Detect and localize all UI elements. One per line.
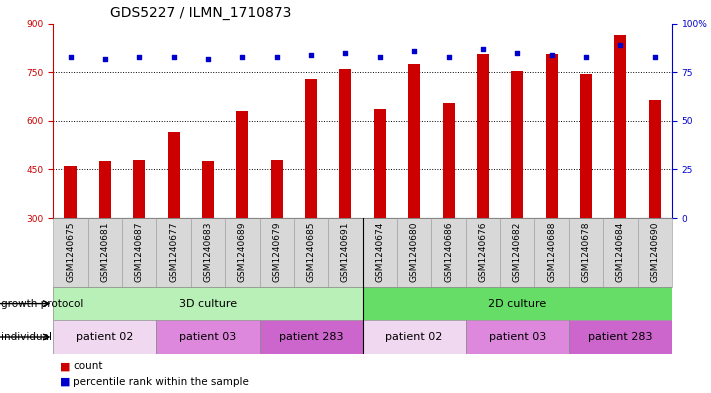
Text: patient 283: patient 283 bbox=[279, 332, 343, 342]
Text: GSM1240686: GSM1240686 bbox=[444, 222, 453, 282]
Text: GSM1240677: GSM1240677 bbox=[169, 222, 178, 282]
Bar bbox=[442, 103, 454, 218]
Bar bbox=[638, 218, 672, 287]
Bar bbox=[339, 69, 351, 218]
Bar bbox=[614, 35, 626, 218]
Text: 3D culture: 3D culture bbox=[179, 299, 237, 309]
Text: ■: ■ bbox=[60, 361, 71, 371]
Bar bbox=[328, 218, 363, 287]
Bar bbox=[156, 320, 260, 354]
Bar bbox=[168, 132, 180, 218]
Text: growth protocol: growth protocol bbox=[1, 299, 83, 309]
Point bbox=[305, 51, 316, 58]
Bar bbox=[432, 218, 466, 287]
Text: GSM1240691: GSM1240691 bbox=[341, 222, 350, 282]
Bar bbox=[535, 218, 569, 287]
Bar bbox=[260, 218, 294, 287]
Text: ■: ■ bbox=[60, 377, 71, 387]
Bar bbox=[363, 287, 672, 320]
Text: GSM1240687: GSM1240687 bbox=[135, 222, 144, 282]
Text: GSM1240678: GSM1240678 bbox=[582, 222, 590, 282]
Bar bbox=[603, 218, 638, 287]
Point bbox=[65, 53, 76, 60]
Bar bbox=[294, 218, 328, 287]
Bar bbox=[648, 100, 661, 218]
Bar bbox=[305, 79, 317, 218]
Bar bbox=[580, 74, 592, 218]
Text: GDS5227 / ILMN_1710873: GDS5227 / ILMN_1710873 bbox=[110, 6, 292, 20]
Bar bbox=[511, 71, 523, 218]
Text: GSM1240682: GSM1240682 bbox=[513, 222, 522, 282]
Point bbox=[408, 48, 419, 54]
Point bbox=[477, 46, 488, 52]
Bar bbox=[202, 162, 214, 218]
Text: GSM1240679: GSM1240679 bbox=[272, 222, 281, 282]
Text: GSM1240688: GSM1240688 bbox=[547, 222, 556, 282]
Point bbox=[168, 53, 179, 60]
Point bbox=[99, 55, 110, 62]
Text: individual: individual bbox=[1, 332, 52, 342]
Bar bbox=[569, 320, 672, 354]
Text: patient 283: patient 283 bbox=[588, 332, 653, 342]
Bar bbox=[99, 162, 111, 218]
Text: patient 03: patient 03 bbox=[488, 332, 546, 342]
Bar bbox=[545, 54, 557, 218]
Point bbox=[511, 50, 523, 56]
Bar bbox=[363, 218, 397, 287]
Point bbox=[374, 53, 385, 60]
Point bbox=[271, 53, 282, 60]
Bar bbox=[122, 218, 156, 287]
Bar bbox=[363, 320, 466, 354]
Text: GSM1240680: GSM1240680 bbox=[410, 222, 419, 282]
Text: GSM1240674: GSM1240674 bbox=[375, 222, 384, 282]
Bar bbox=[408, 64, 420, 218]
Bar bbox=[466, 218, 500, 287]
Bar bbox=[191, 218, 225, 287]
Bar bbox=[477, 54, 489, 218]
Point bbox=[340, 50, 351, 56]
Bar bbox=[500, 218, 535, 287]
Bar bbox=[133, 160, 145, 218]
Text: 2D culture: 2D culture bbox=[488, 299, 546, 309]
Text: GSM1240676: GSM1240676 bbox=[479, 222, 487, 282]
Text: GSM1240685: GSM1240685 bbox=[306, 222, 316, 282]
Point bbox=[649, 53, 661, 60]
Bar bbox=[53, 218, 87, 287]
Text: patient 02: patient 02 bbox=[76, 332, 134, 342]
Point bbox=[580, 53, 592, 60]
Bar bbox=[225, 218, 260, 287]
Bar bbox=[65, 165, 77, 218]
Bar bbox=[260, 320, 363, 354]
Bar bbox=[156, 218, 191, 287]
Bar bbox=[236, 111, 248, 218]
Text: patient 02: patient 02 bbox=[385, 332, 443, 342]
Point bbox=[237, 53, 248, 60]
Text: count: count bbox=[73, 361, 102, 371]
Bar bbox=[397, 218, 432, 287]
Bar bbox=[569, 218, 603, 287]
Text: GSM1240683: GSM1240683 bbox=[203, 222, 213, 282]
Text: percentile rank within the sample: percentile rank within the sample bbox=[73, 377, 249, 387]
Point bbox=[443, 53, 454, 60]
Point bbox=[546, 51, 557, 58]
Point bbox=[202, 55, 213, 62]
Bar bbox=[374, 110, 386, 218]
Text: GSM1240690: GSM1240690 bbox=[651, 222, 659, 282]
Text: GSM1240681: GSM1240681 bbox=[100, 222, 109, 282]
Bar bbox=[53, 287, 363, 320]
Text: GSM1240675: GSM1240675 bbox=[66, 222, 75, 282]
Text: patient 03: patient 03 bbox=[179, 332, 237, 342]
Bar bbox=[87, 218, 122, 287]
Point bbox=[614, 42, 626, 48]
Bar bbox=[53, 320, 156, 354]
Text: GSM1240684: GSM1240684 bbox=[616, 222, 625, 282]
Bar bbox=[466, 320, 569, 354]
Text: GSM1240689: GSM1240689 bbox=[238, 222, 247, 282]
Point bbox=[134, 53, 145, 60]
Bar bbox=[271, 160, 283, 218]
